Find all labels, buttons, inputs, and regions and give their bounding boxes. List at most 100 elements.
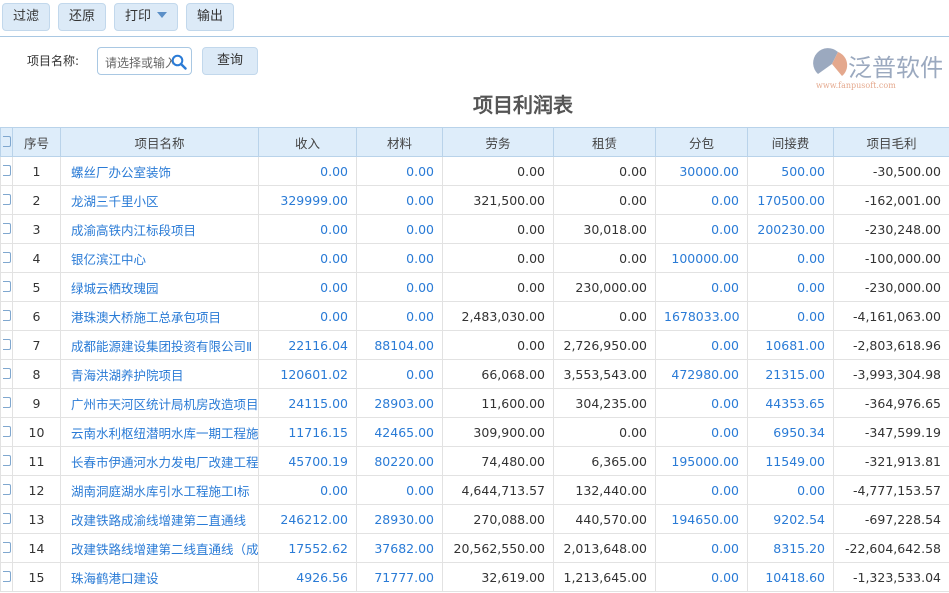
col-project-name-cell[interactable]: 广州市天河区统计局机房改造项目 — [60, 388, 259, 418]
row-checkbox-cell[interactable] — [0, 359, 13, 389]
col-material-cell[interactable]: 0.00 — [356, 156, 443, 186]
row-checkbox-cell[interactable] — [0, 243, 13, 273]
col-subcontract-cell[interactable]: 194650.00 — [655, 504, 748, 534]
search-icon[interactable] — [171, 54, 187, 70]
col-indirect-cell[interactable]: 10418.60 — [747, 562, 834, 592]
col-project-name-cell[interactable]: 龙湖三千里小区 — [60, 185, 259, 215]
col-material-cell[interactable]: 80220.00 — [356, 446, 443, 476]
col-material-cell[interactable]: 37682.00 — [356, 533, 443, 563]
col-income-cell[interactable]: 24115.00 — [258, 388, 357, 418]
col-project-name-cell[interactable]: 珠海鹤港口建设 — [60, 562, 259, 592]
row-checkbox-cell[interactable] — [0, 504, 13, 534]
checkbox[interactable] — [2, 135, 11, 147]
col-indirect-cell[interactable]: 21315.00 — [747, 359, 834, 389]
checkbox[interactable] — [2, 193, 11, 205]
col-material-cell[interactable]: 0.00 — [356, 214, 443, 244]
col-subcontract-cell[interactable]: 0.00 — [655, 330, 748, 360]
col-project-name-cell[interactable]: 改建铁路线增建第二线直通线（成 — [60, 533, 259, 563]
col-subcontract-cell[interactable]: 0.00 — [655, 475, 748, 505]
row-checkbox-cell[interactable] — [0, 475, 13, 505]
filter-button[interactable]: 过滤 — [2, 3, 50, 31]
checkbox[interactable] — [2, 512, 11, 524]
col-project-name-cell[interactable]: 螺丝厂办公室装饰 — [60, 156, 259, 186]
col-income-cell[interactable]: 45700.19 — [258, 446, 357, 476]
export-button[interactable]: 输出 — [186, 3, 234, 31]
col-income-cell[interactable]: 0.00 — [258, 272, 357, 302]
col-income-cell[interactable]: 4926.56 — [258, 562, 357, 592]
col-subcontract-cell[interactable]: 1678033.00 — [655, 301, 748, 331]
row-checkbox-cell[interactable] — [0, 330, 13, 360]
col-project-name-cell[interactable]: 云南水利枢纽潜明水库一期工程施工 — [60, 417, 259, 447]
col-subcontract-cell[interactable]: 472980.00 — [655, 359, 748, 389]
col-material-cell[interactable]: 28903.00 — [356, 388, 443, 418]
col-subcontract-cell[interactable]: 195000.00 — [655, 446, 748, 476]
checkbox[interactable] — [2, 425, 11, 437]
col-material-cell[interactable]: 88104.00 — [356, 330, 443, 360]
col-material-cell[interactable]: 28930.00 — [356, 504, 443, 534]
col-indirect-cell[interactable]: 44353.65 — [747, 388, 834, 418]
row-checkbox-cell[interactable] — [0, 214, 13, 244]
col-subcontract-cell[interactable]: 0.00 — [655, 562, 748, 592]
project-name-input[interactable]: 请选择或输入 — [97, 47, 192, 75]
col-indirect-cell[interactable]: 11549.00 — [747, 446, 834, 476]
col-indirect-cell[interactable]: 6950.34 — [747, 417, 834, 447]
col-project-name-cell[interactable]: 成渝高铁内江标段项目 — [60, 214, 259, 244]
reset-button[interactable]: 还原 — [58, 3, 106, 31]
checkbox[interactable] — [2, 222, 11, 234]
row-checkbox-cell[interactable] — [0, 301, 13, 331]
col-project-name-cell[interactable]: 绿城云栖玫瑰园 — [60, 272, 259, 302]
checkbox[interactable] — [2, 338, 11, 350]
col-indirect-cell[interactable]: 8315.20 — [747, 533, 834, 563]
row-checkbox-cell[interactable] — [0, 446, 13, 476]
checkbox[interactable] — [2, 309, 11, 321]
checkbox[interactable] — [2, 454, 11, 466]
row-checkbox-cell[interactable] — [0, 417, 13, 447]
checkbox[interactable] — [2, 251, 11, 263]
col-material-cell[interactable]: 0.00 — [356, 359, 443, 389]
checkbox[interactable] — [2, 164, 11, 176]
col-indirect-cell[interactable]: 170500.00 — [747, 185, 834, 215]
col-subcontract-cell[interactable]: 0.00 — [655, 533, 748, 563]
checkbox[interactable] — [2, 541, 11, 553]
col-subcontract-cell[interactable]: 30000.00 — [655, 156, 748, 186]
col-indirect-cell[interactable]: 200230.00 — [747, 214, 834, 244]
col-project-name-cell[interactable]: 成都能源建设集团投资有限公司Ⅱ — [60, 330, 259, 360]
col-material-cell[interactable]: 0.00 — [356, 185, 443, 215]
col-subcontract-cell[interactable]: 100000.00 — [655, 243, 748, 273]
col-income-cell[interactable]: 0.00 — [258, 156, 357, 186]
row-checkbox-cell[interactable] — [0, 156, 13, 186]
col-material-cell[interactable]: 0.00 — [356, 243, 443, 273]
col-subcontract-cell[interactable]: 0.00 — [655, 185, 748, 215]
col-project-name-cell[interactable]: 港珠澳大桥施工总承包项目 — [60, 301, 259, 331]
col-subcontract-cell[interactable]: 0.00 — [655, 388, 748, 418]
col-income-cell[interactable]: 246212.00 — [258, 504, 357, 534]
col-indirect-cell[interactable]: 10681.00 — [747, 330, 834, 360]
col-project-name-cell[interactable]: 湖南洞庭湖水库引水工程施工Ⅰ标 — [60, 475, 259, 505]
col-indirect-cell[interactable]: 0.00 — [747, 272, 834, 302]
row-checkbox-cell[interactable] — [0, 388, 13, 418]
checkbox[interactable] — [2, 396, 11, 408]
col-income-cell[interactable]: 17552.62 — [258, 533, 357, 563]
col-income-cell[interactable]: 0.00 — [258, 301, 357, 331]
col-income-cell[interactable]: 0.00 — [258, 475, 357, 505]
col-material-cell[interactable]: 0.00 — [356, 272, 443, 302]
row-checkbox-cell[interactable] — [0, 272, 13, 302]
col-income-cell[interactable]: 0.00 — [258, 243, 357, 273]
col-material-cell[interactable]: 0.00 — [356, 301, 443, 331]
col-project-name-cell[interactable]: 长春市伊通河水力发电厂改建工程 — [60, 446, 259, 476]
col-project-name-cell[interactable]: 银亿滨江中心 — [60, 243, 259, 273]
col-indirect-cell[interactable]: 9202.54 — [747, 504, 834, 534]
col-indirect-cell[interactable]: 0.00 — [747, 243, 834, 273]
col-indirect-cell[interactable]: 0.00 — [747, 301, 834, 331]
col-material-cell[interactable]: 42465.00 — [356, 417, 443, 447]
col-subcontract-cell[interactable]: 0.00 — [655, 214, 748, 244]
col-project-name-cell[interactable]: 青海洪湖养护院项目 — [60, 359, 259, 389]
row-checkbox-cell[interactable] — [0, 185, 13, 215]
col-indirect-cell[interactable]: 500.00 — [747, 156, 834, 186]
col-income-cell[interactable]: 11716.15 — [258, 417, 357, 447]
query-button[interactable]: 查询 — [202, 47, 258, 75]
checkbox[interactable] — [2, 367, 11, 379]
checkbox[interactable] — [2, 280, 11, 292]
checkbox[interactable] — [2, 570, 11, 582]
print-button[interactable]: 打印 — [114, 3, 178, 31]
